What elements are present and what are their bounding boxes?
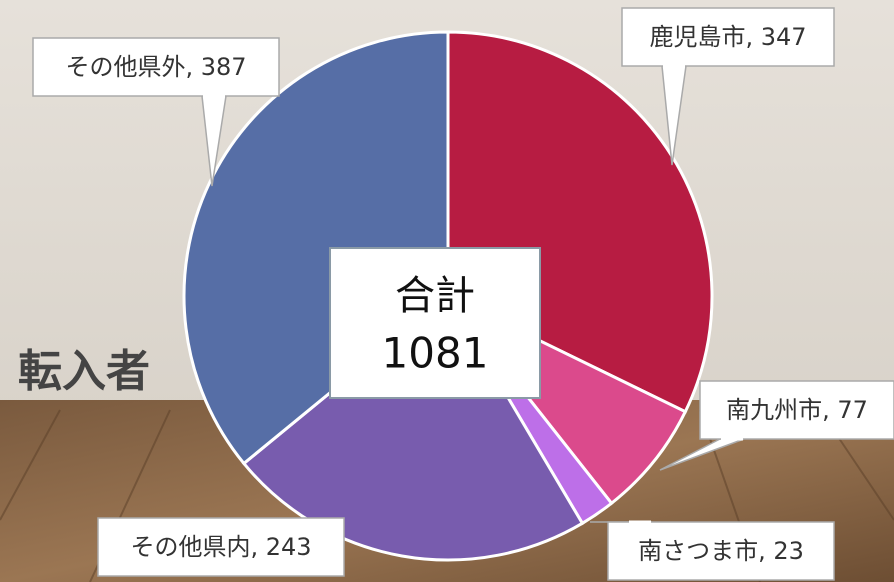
page: {"chart_data": {"type": "pie", "title": … (0, 0, 894, 582)
data-label: 鹿児島市, 347 (649, 23, 806, 51)
data-label: その他県外, 387 (65, 53, 246, 81)
title: 転入者 (18, 346, 150, 397)
data-label: 南九州市, 77 (726, 396, 868, 424)
data-label: 南さつま市, 23 (638, 537, 804, 565)
chart: 転入者 鹿児島市, 347 南九州市, 77 南さつま市, 23 その他県内, 243… (0, 0, 894, 582)
total: 1081 (382, 329, 489, 378)
total-label: 合計 (395, 273, 475, 319)
data-label: その他県内, 243 (130, 533, 311, 561)
